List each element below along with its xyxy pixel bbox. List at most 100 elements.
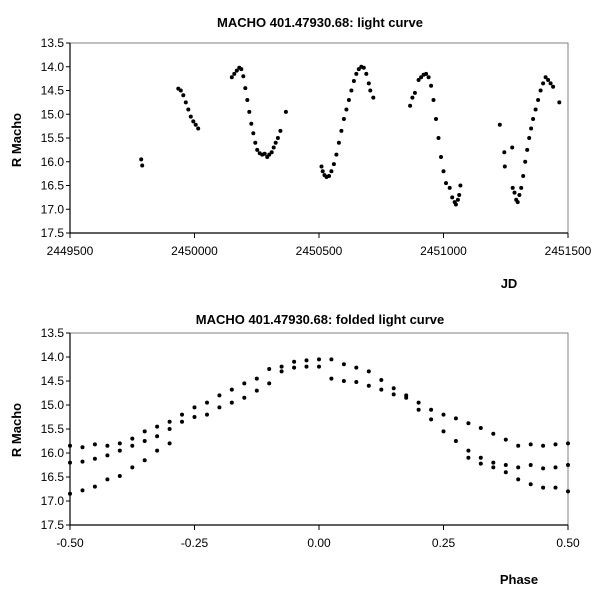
data-point	[391, 386, 396, 391]
data-point	[503, 463, 508, 467]
plot-area	[69, 42, 569, 234]
data-point	[193, 122, 198, 127]
y-tick-label: 14.5	[41, 84, 65, 98]
data-point	[317, 357, 321, 362]
data-point	[181, 93, 186, 98]
data-point	[371, 95, 376, 100]
chart-title: MACHO 401.47930.68: folded light curve	[196, 312, 445, 327]
data-point	[341, 362, 346, 367]
x-tick-label: 2451500	[545, 244, 592, 258]
data-point	[538, 88, 543, 93]
data-point	[566, 441, 570, 446]
data-point	[279, 369, 284, 374]
data-point	[368, 88, 373, 93]
data-point	[503, 470, 508, 475]
data-point	[447, 185, 452, 190]
data-point	[553, 485, 558, 490]
y-tick-label: 17.5	[41, 518, 65, 532]
data-point	[548, 81, 553, 86]
data-point	[139, 157, 144, 162]
data-point	[142, 439, 147, 443]
data-point	[441, 169, 446, 174]
data-point	[142, 429, 147, 434]
x-axis-label: Phase	[500, 572, 538, 587]
data-point	[478, 426, 483, 430]
data-point	[466, 455, 471, 460]
data-point	[304, 364, 309, 369]
plot-area	[69, 332, 569, 526]
x-tick-label: 0.25	[432, 536, 456, 550]
data-point	[317, 364, 321, 369]
data-point	[68, 460, 72, 465]
data-point	[543, 75, 548, 80]
data-point	[516, 443, 521, 448]
data-point	[186, 107, 191, 112]
data-point	[491, 465, 496, 470]
data-point	[364, 71, 369, 76]
data-point	[408, 103, 413, 108]
x-axis-label: JD	[501, 276, 518, 291]
data-point	[426, 75, 431, 80]
data-point	[391, 392, 396, 397]
data-point	[553, 465, 558, 470]
data-point	[183, 100, 188, 105]
data-point	[205, 400, 209, 405]
data-point	[466, 448, 471, 453]
data-point	[239, 67, 244, 72]
data-point	[512, 190, 517, 195]
data-point	[351, 79, 356, 83]
data-point	[255, 147, 260, 152]
data-point	[366, 369, 371, 374]
data-point	[523, 159, 528, 164]
folded-light-curve-chart: MACHO 401.47930.68: folded light curve P…	[9, 312, 580, 587]
data-point	[229, 75, 234, 80]
y-tick-label: 13.5	[41, 36, 65, 50]
data-point	[180, 412, 184, 417]
data-point	[457, 193, 462, 197]
data-point	[502, 150, 507, 155]
data-point	[515, 200, 520, 205]
data-point	[491, 431, 496, 436]
data-point	[497, 122, 502, 127]
data-point	[155, 424, 160, 429]
data-point	[241, 74, 246, 79]
data-point	[254, 376, 259, 381]
data-point	[251, 131, 256, 136]
data-point	[105, 443, 110, 448]
data-point	[178, 88, 183, 93]
data-point	[249, 121, 254, 126]
data-point	[117, 448, 122, 453]
data-point	[130, 443, 135, 448]
data-point	[466, 421, 471, 426]
data-point	[80, 459, 85, 464]
data-point	[192, 405, 197, 410]
y-tick-label: 17.0	[41, 494, 65, 508]
data-point	[242, 395, 247, 400]
data-point	[541, 443, 546, 448]
data-point	[429, 417, 434, 422]
data-point	[541, 466, 546, 471]
x-tick-label: 2451000	[420, 244, 467, 258]
y-axis-label: R Macho	[9, 113, 24, 167]
y-tick-label: 16.5	[41, 470, 65, 484]
data-point	[92, 456, 97, 461]
y-tick-label: 13.5	[41, 326, 65, 340]
data-point	[366, 383, 371, 388]
data-point	[262, 151, 267, 156]
data-point	[458, 183, 463, 188]
data-point	[329, 376, 334, 381]
data-point	[416, 400, 421, 405]
x-tick-label: 2450000	[171, 244, 218, 258]
data-point	[273, 140, 278, 145]
data-point	[192, 415, 197, 419]
data-point	[354, 365, 359, 370]
x-tick-label: -0.50	[56, 536, 84, 550]
data-point	[140, 163, 145, 168]
data-point	[92, 442, 97, 447]
data-point	[279, 364, 284, 369]
data-point	[450, 195, 455, 200]
data-point	[416, 407, 421, 412]
data-point	[229, 387, 234, 392]
data-point	[416, 78, 421, 82]
data-point	[292, 365, 297, 370]
